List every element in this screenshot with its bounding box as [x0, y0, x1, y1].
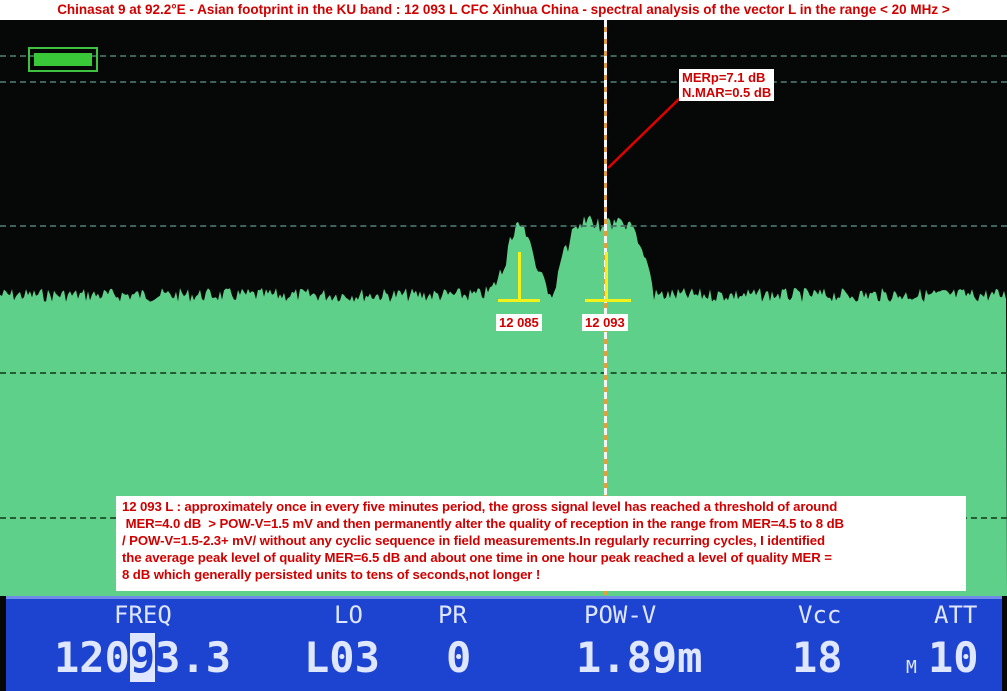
lo-value: L03	[304, 633, 380, 682]
vcc-value: 18	[792, 633, 843, 682]
note-line: MER=4.0 dB > POW-V=1.5 mV and then perma…	[122, 516, 845, 531]
marker-base	[498, 299, 540, 302]
marker-stem	[605, 252, 608, 302]
mer-value: MERp=7.1 dB	[682, 70, 766, 85]
marker-base	[585, 299, 631, 302]
freq-digits: 3.3	[155, 633, 232, 682]
noise-margin-value: N.MAR=0.5 dB	[682, 85, 772, 100]
pow-label: POW-V	[584, 601, 657, 629]
note-line: 8 dB which generally persisted units to …	[122, 567, 541, 582]
note-line: / POW-V=1.5-2.3+ mV/ without any cyclic …	[122, 533, 825, 548]
grid-line	[0, 81, 1007, 83]
marker-label-12085: 12 085	[496, 314, 542, 331]
marker-stem	[518, 252, 521, 302]
lo-label: LO	[334, 601, 363, 629]
freq-digits: 120	[54, 633, 130, 682]
freq-label: FREQ	[114, 601, 172, 629]
note-line: 12 093 L : approximately once in every f…	[122, 499, 838, 514]
att-label: ATT	[934, 601, 978, 629]
att-value: 10	[928, 633, 979, 682]
center-frequency-line	[604, 20, 607, 595]
grid-line	[0, 55, 1007, 57]
page-title: Chinasat 9 at 92.2°E - Asian footprint i…	[0, 0, 1007, 20]
vcc-label: Vcc	[798, 601, 842, 629]
pow-value: 1.89m	[576, 633, 703, 682]
grid-line	[0, 372, 1007, 374]
pr-label: PR	[438, 601, 467, 629]
att-mode: M	[906, 657, 917, 678]
signal-indicator	[28, 47, 98, 72]
grid-line	[0, 225, 1007, 227]
description-note: 12 093 L : approximately once in every f…	[116, 496, 966, 591]
freq-value: 12093.3	[54, 633, 231, 682]
marker-label-12093: 12 093	[582, 314, 628, 331]
note-line: the average peak level of quality MER=6.…	[122, 550, 832, 565]
status-bar: FREQ 12093.3 LO L03 PR 0 POW-V 1.89m Vcc…	[6, 596, 1002, 691]
freq-cursor-digit[interactable]: 9	[129, 633, 156, 682]
mer-label: MERp=7.1 dB N.MAR=0.5 dB	[679, 69, 775, 101]
pr-value: 0	[446, 633, 472, 682]
